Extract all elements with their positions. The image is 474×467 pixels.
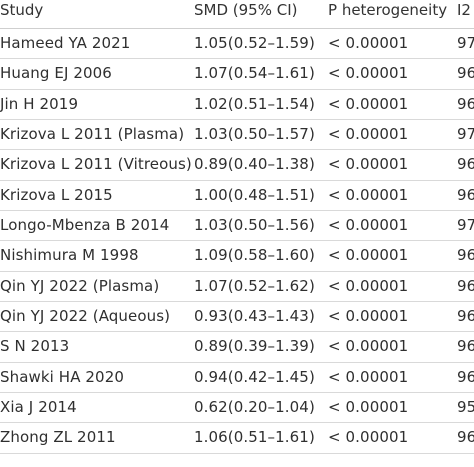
i2-cell: 96 (457, 246, 474, 265)
p-heterogeneity-cell: < 0.00001 (328, 185, 409, 204)
p-heterogeneity-cell: < 0.00001 (328, 125, 409, 144)
p-heterogeneity-cell: < 0.00001 (328, 246, 409, 265)
table-row: Nishimura M 1998 1.09(0.58–1.60) < 0.00001… (0, 241, 474, 272)
p-heterogeneity-cell: < 0.00001 (328, 307, 409, 326)
smd-cell: 1.07(0.54–1.61) (194, 64, 315, 83)
study-cell: Krizova L 2015 (0, 185, 113, 204)
smd-cell: 1.09(0.58–1.60) (194, 246, 315, 265)
i2-cell: 96 (457, 367, 474, 386)
study-cell: Hameed YA 2021 (0, 34, 131, 52)
study-cell: Zhong ZL 2011 (0, 428, 116, 447)
table-row: Xia J 2014 0.62(0.20–1.04) < 0.00001 95 (0, 393, 474, 424)
smd-cell: 1.02(0.51–1.54) (194, 94, 315, 113)
i2-cell: 95 (457, 398, 474, 417)
smd-cell: 1.07(0.52–1.62) (194, 276, 315, 295)
i2-cell: 96 (457, 155, 474, 174)
header-p-heterogeneity: P heterogeneity (328, 1, 448, 19)
i2-cell: 96 (457, 337, 474, 356)
header-smd: SMD (95% CI) (194, 1, 298, 19)
header-i2: I2 (457, 1, 471, 19)
smd-cell: 0.94(0.42–1.45) (194, 367, 315, 386)
p-heterogeneity-cell: < 0.00001 (328, 276, 409, 295)
p-heterogeneity-cell: < 0.00001 (328, 216, 409, 235)
table-row: Huang EJ 2006 1.07(0.54–1.61) < 0.00001 96 (0, 59, 474, 90)
smd-cell: 0.89(0.40–1.38) (194, 155, 315, 174)
smd-cell: 1.00(0.48–1.51) (194, 185, 315, 204)
i2-cell: 97 (457, 125, 474, 144)
i2-cell: 97 (457, 34, 474, 52)
study-cell: Krizova L 2011 (Vitreous) (0, 155, 192, 174)
table-row: Qin YJ 2022 (Aqueous) 0.93(0.43–1.43) < 0.… (0, 302, 474, 333)
table-row: Longo-Mbenza B 2014 1.03(0.50–1.56) < 0.00… (0, 211, 474, 242)
study-cell: Nishimura M 1998 (0, 246, 139, 265)
smd-cell: 1.05(0.52–1.59) (194, 34, 315, 52)
table-row: Hameed YA 2021 1.05(0.52–1.59) < 0.00001 97 (0, 29, 474, 60)
i2-cell: 96 (457, 276, 474, 295)
table-body: Hameed YA 2021 1.05(0.52–1.59) < 0.00001 97… (0, 29, 474, 454)
table-row: Krizova L 2015 1.00(0.48–1.51) < 0.00001 96 (0, 181, 474, 212)
table-row: Krizova L 2011 (Vitreous) 0.89(0.40–1.38)… (0, 150, 474, 181)
smd-cell: 0.89(0.39–1.39) (194, 337, 315, 356)
i2-cell: 96 (457, 185, 474, 204)
p-heterogeneity-cell: < 0.00001 (328, 155, 409, 174)
smd-cell: 1.03(0.50–1.56) (194, 216, 315, 235)
i2-cell: 97 (457, 216, 474, 235)
header-study: Study (0, 1, 44, 19)
study-cell: Huang EJ 2006 (0, 64, 112, 83)
study-cell: Jin H 2019 (0, 94, 79, 113)
p-heterogeneity-cell: < 0.00001 (328, 428, 409, 447)
sensitivity-analysis-table: Study SMD (95% CI) P heterogeneity I2 Ha… (0, 0, 474, 454)
study-cell: Qin YJ 2022 (Plasma) (0, 276, 160, 295)
i2-cell: 96 (457, 94, 474, 113)
table-row: Krizova L 2011 (Plasma) 1.03(0.50–1.57) < … (0, 120, 474, 151)
table-row: Jin H 2019 1.02(0.51–1.54) < 0.00001 96 (0, 90, 474, 121)
i2-cell: 96 (457, 64, 474, 83)
smd-cell: 1.03(0.50–1.57) (194, 125, 315, 144)
study-cell: Shawki HA 2020 (0, 367, 124, 386)
table-header-row: Study SMD (95% CI) P heterogeneity I2 (0, 0, 474, 29)
i2-cell: 96 (457, 428, 474, 447)
smd-cell: 0.62(0.20–1.04) (194, 398, 315, 417)
table-row: Shawki HA 2020 0.94(0.42–1.45) < 0.00001 96 (0, 363, 474, 394)
smd-cell: 0.93(0.43–1.43) (194, 307, 315, 326)
study-cell: Longo-Mbenza B 2014 (0, 216, 170, 235)
p-heterogeneity-cell: < 0.00001 (328, 337, 409, 356)
i2-cell: 96 (457, 307, 474, 326)
study-cell: Xia J 2014 (0, 398, 77, 417)
study-cell: Krizova L 2011 (Plasma) (0, 125, 185, 144)
study-cell: S N 2013 (0, 337, 70, 356)
smd-cell: 1.06(0.51–1.61) (194, 428, 315, 447)
table-row: Zhong ZL 2011 1.06(0.51–1.61) < 0.00001 96 (0, 423, 474, 454)
table-row: Qin YJ 2022 (Plasma) 1.07(0.52–1.62) < 0.0… (0, 272, 474, 303)
p-heterogeneity-cell: < 0.00001 (328, 398, 409, 417)
table-row: S N 2013 0.89(0.39–1.39) < 0.00001 96 (0, 332, 474, 363)
p-heterogeneity-cell: < 0.00001 (328, 367, 409, 386)
study-cell: Qin YJ 2022 (Aqueous) (0, 307, 171, 326)
p-heterogeneity-cell: < 0.00001 (328, 94, 409, 113)
p-heterogeneity-cell: < 0.00001 (328, 64, 409, 83)
p-heterogeneity-cell: < 0.00001 (328, 34, 409, 52)
